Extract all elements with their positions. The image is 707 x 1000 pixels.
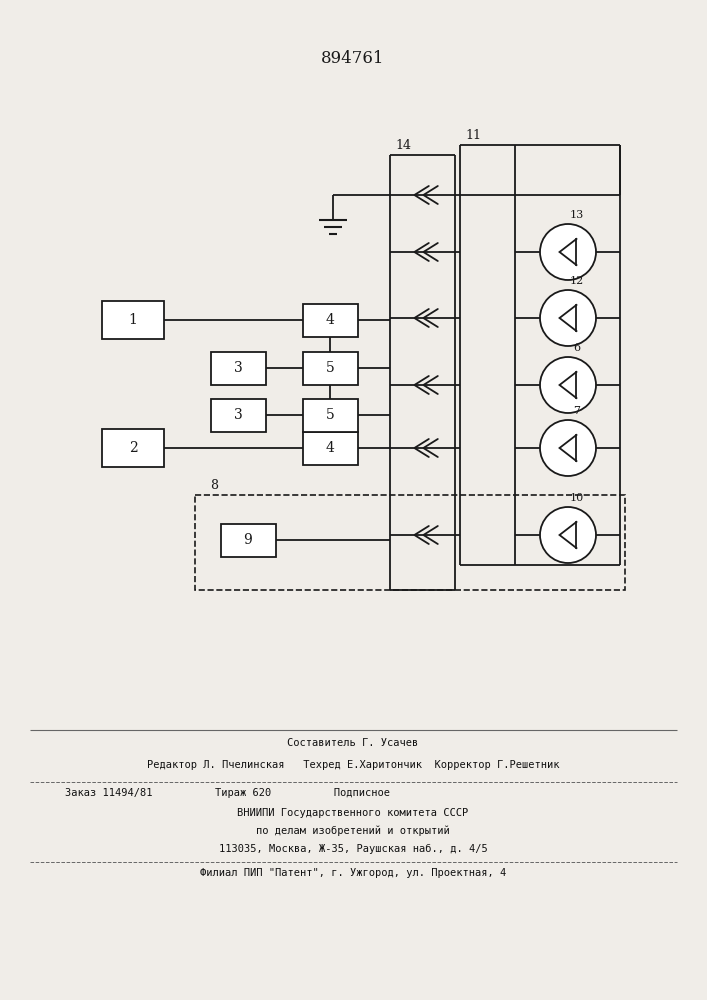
Circle shape <box>540 420 596 476</box>
Text: 12: 12 <box>569 276 583 286</box>
Text: 5: 5 <box>326 408 334 422</box>
Text: 11: 11 <box>465 129 481 142</box>
Bar <box>102 301 164 339</box>
Text: 13: 13 <box>569 210 583 220</box>
Text: Филиал ПИП "Патент", г. Ужгород, ул. Проектная, 4: Филиал ПИП "Патент", г. Ужгород, ул. Про… <box>200 868 506 878</box>
Text: 7: 7 <box>573 406 580 416</box>
Bar <box>102 429 164 467</box>
Text: 2: 2 <box>129 441 137 455</box>
Text: 4: 4 <box>325 441 334 455</box>
Text: 894761: 894761 <box>321 50 385 67</box>
Circle shape <box>540 507 596 563</box>
Bar <box>303 352 358 384</box>
Text: 113035, Москва, Ж-35, Раушская наб., д. 4/5: 113035, Москва, Ж-35, Раушская наб., д. … <box>218 844 487 854</box>
Text: по делам изобретений и открытий: по делам изобретений и открытий <box>256 826 450 836</box>
Bar <box>303 304 358 336</box>
Text: 14: 14 <box>395 139 411 152</box>
Text: ВНИИПИ Государственного комитета СССР: ВНИИПИ Государственного комитета СССР <box>238 808 469 818</box>
Text: 1: 1 <box>129 313 137 327</box>
Bar <box>211 352 266 384</box>
Bar <box>195 495 625 590</box>
Circle shape <box>540 357 596 413</box>
Text: 3: 3 <box>233 408 243 422</box>
Circle shape <box>540 290 596 346</box>
Bar <box>303 398 358 432</box>
Circle shape <box>540 224 596 280</box>
Bar <box>221 524 276 556</box>
Text: 5: 5 <box>326 361 334 375</box>
Text: Редактор Л. Пчелинская   Техред Е.Харитончик  Корректор Г.Решетник: Редактор Л. Пчелинская Техред Е.Харитонч… <box>147 760 559 770</box>
Text: 6: 6 <box>573 343 580 353</box>
Text: Заказ 11494/81          Тираж 620          Подписное: Заказ 11494/81 Тираж 620 Подписное <box>65 788 390 798</box>
Bar <box>211 398 266 432</box>
Text: Составитель Г. Усачев: Составитель Г. Усачев <box>287 738 419 748</box>
Text: 8: 8 <box>210 479 218 492</box>
Text: 4: 4 <box>325 313 334 327</box>
Text: 10: 10 <box>569 493 583 503</box>
Bar <box>303 432 358 464</box>
Text: 9: 9 <box>244 533 252 547</box>
Text: 3: 3 <box>233 361 243 375</box>
